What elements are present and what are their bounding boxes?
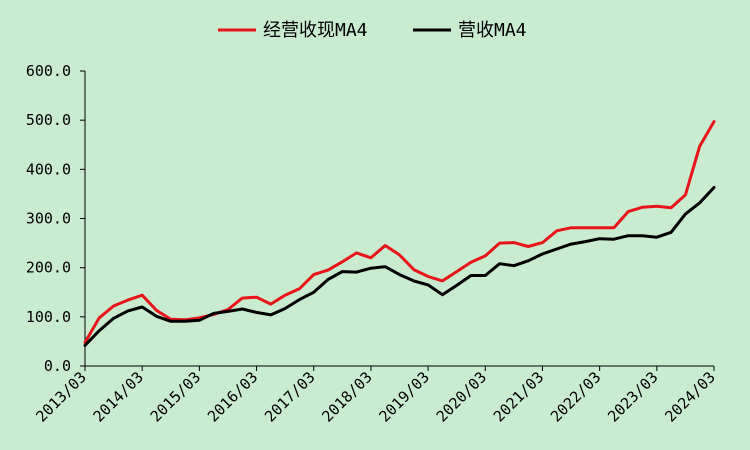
plot-lines [83,120,716,347]
x-axis: 2013/03 2014/03 2015/03 2016/03 2017/03 2018/… [32,365,719,426]
y-tick-label: 400.0 [26,160,71,178]
x-tick-label: 2021/03 [490,368,547,425]
x-tick-label: 2014/03 [90,368,147,425]
x-tick-label: 2017/03 [261,368,318,425]
y-tick-label: 100.0 [26,308,71,326]
series-line-2 [83,186,716,347]
legend-label-2: 营收MA4 [458,20,527,41]
y-tick-label: 300.0 [26,210,71,228]
legend: 经营收现MA4 营收MA4 [218,20,527,41]
x-tick-label: 2020/03 [433,368,490,425]
y-tick-label: 0.0 [44,357,71,375]
y-tick-label: 200.0 [26,259,71,277]
x-tick-label: 2016/03 [204,368,261,425]
y-tick-label: 500.0 [26,111,71,129]
x-tick-label: 2024/03 [661,368,718,425]
x-tick-label: 2013/03 [32,368,89,425]
x-tick-label: 2022/03 [547,368,604,425]
x-tick-label: 2019/03 [375,368,432,425]
y-tick-label: 600.0 [26,62,71,80]
x-tick-label: 2023/03 [604,368,661,425]
x-tick-label: 2018/03 [318,368,375,425]
legend-label-1: 经营收现MA4 [263,20,368,41]
series-line-1 [83,120,716,344]
y-axis: 0.0 100.0 200.0 300.0 400.0 500.0 600.0 [26,62,86,375]
x-tick-label: 2015/03 [147,368,204,425]
